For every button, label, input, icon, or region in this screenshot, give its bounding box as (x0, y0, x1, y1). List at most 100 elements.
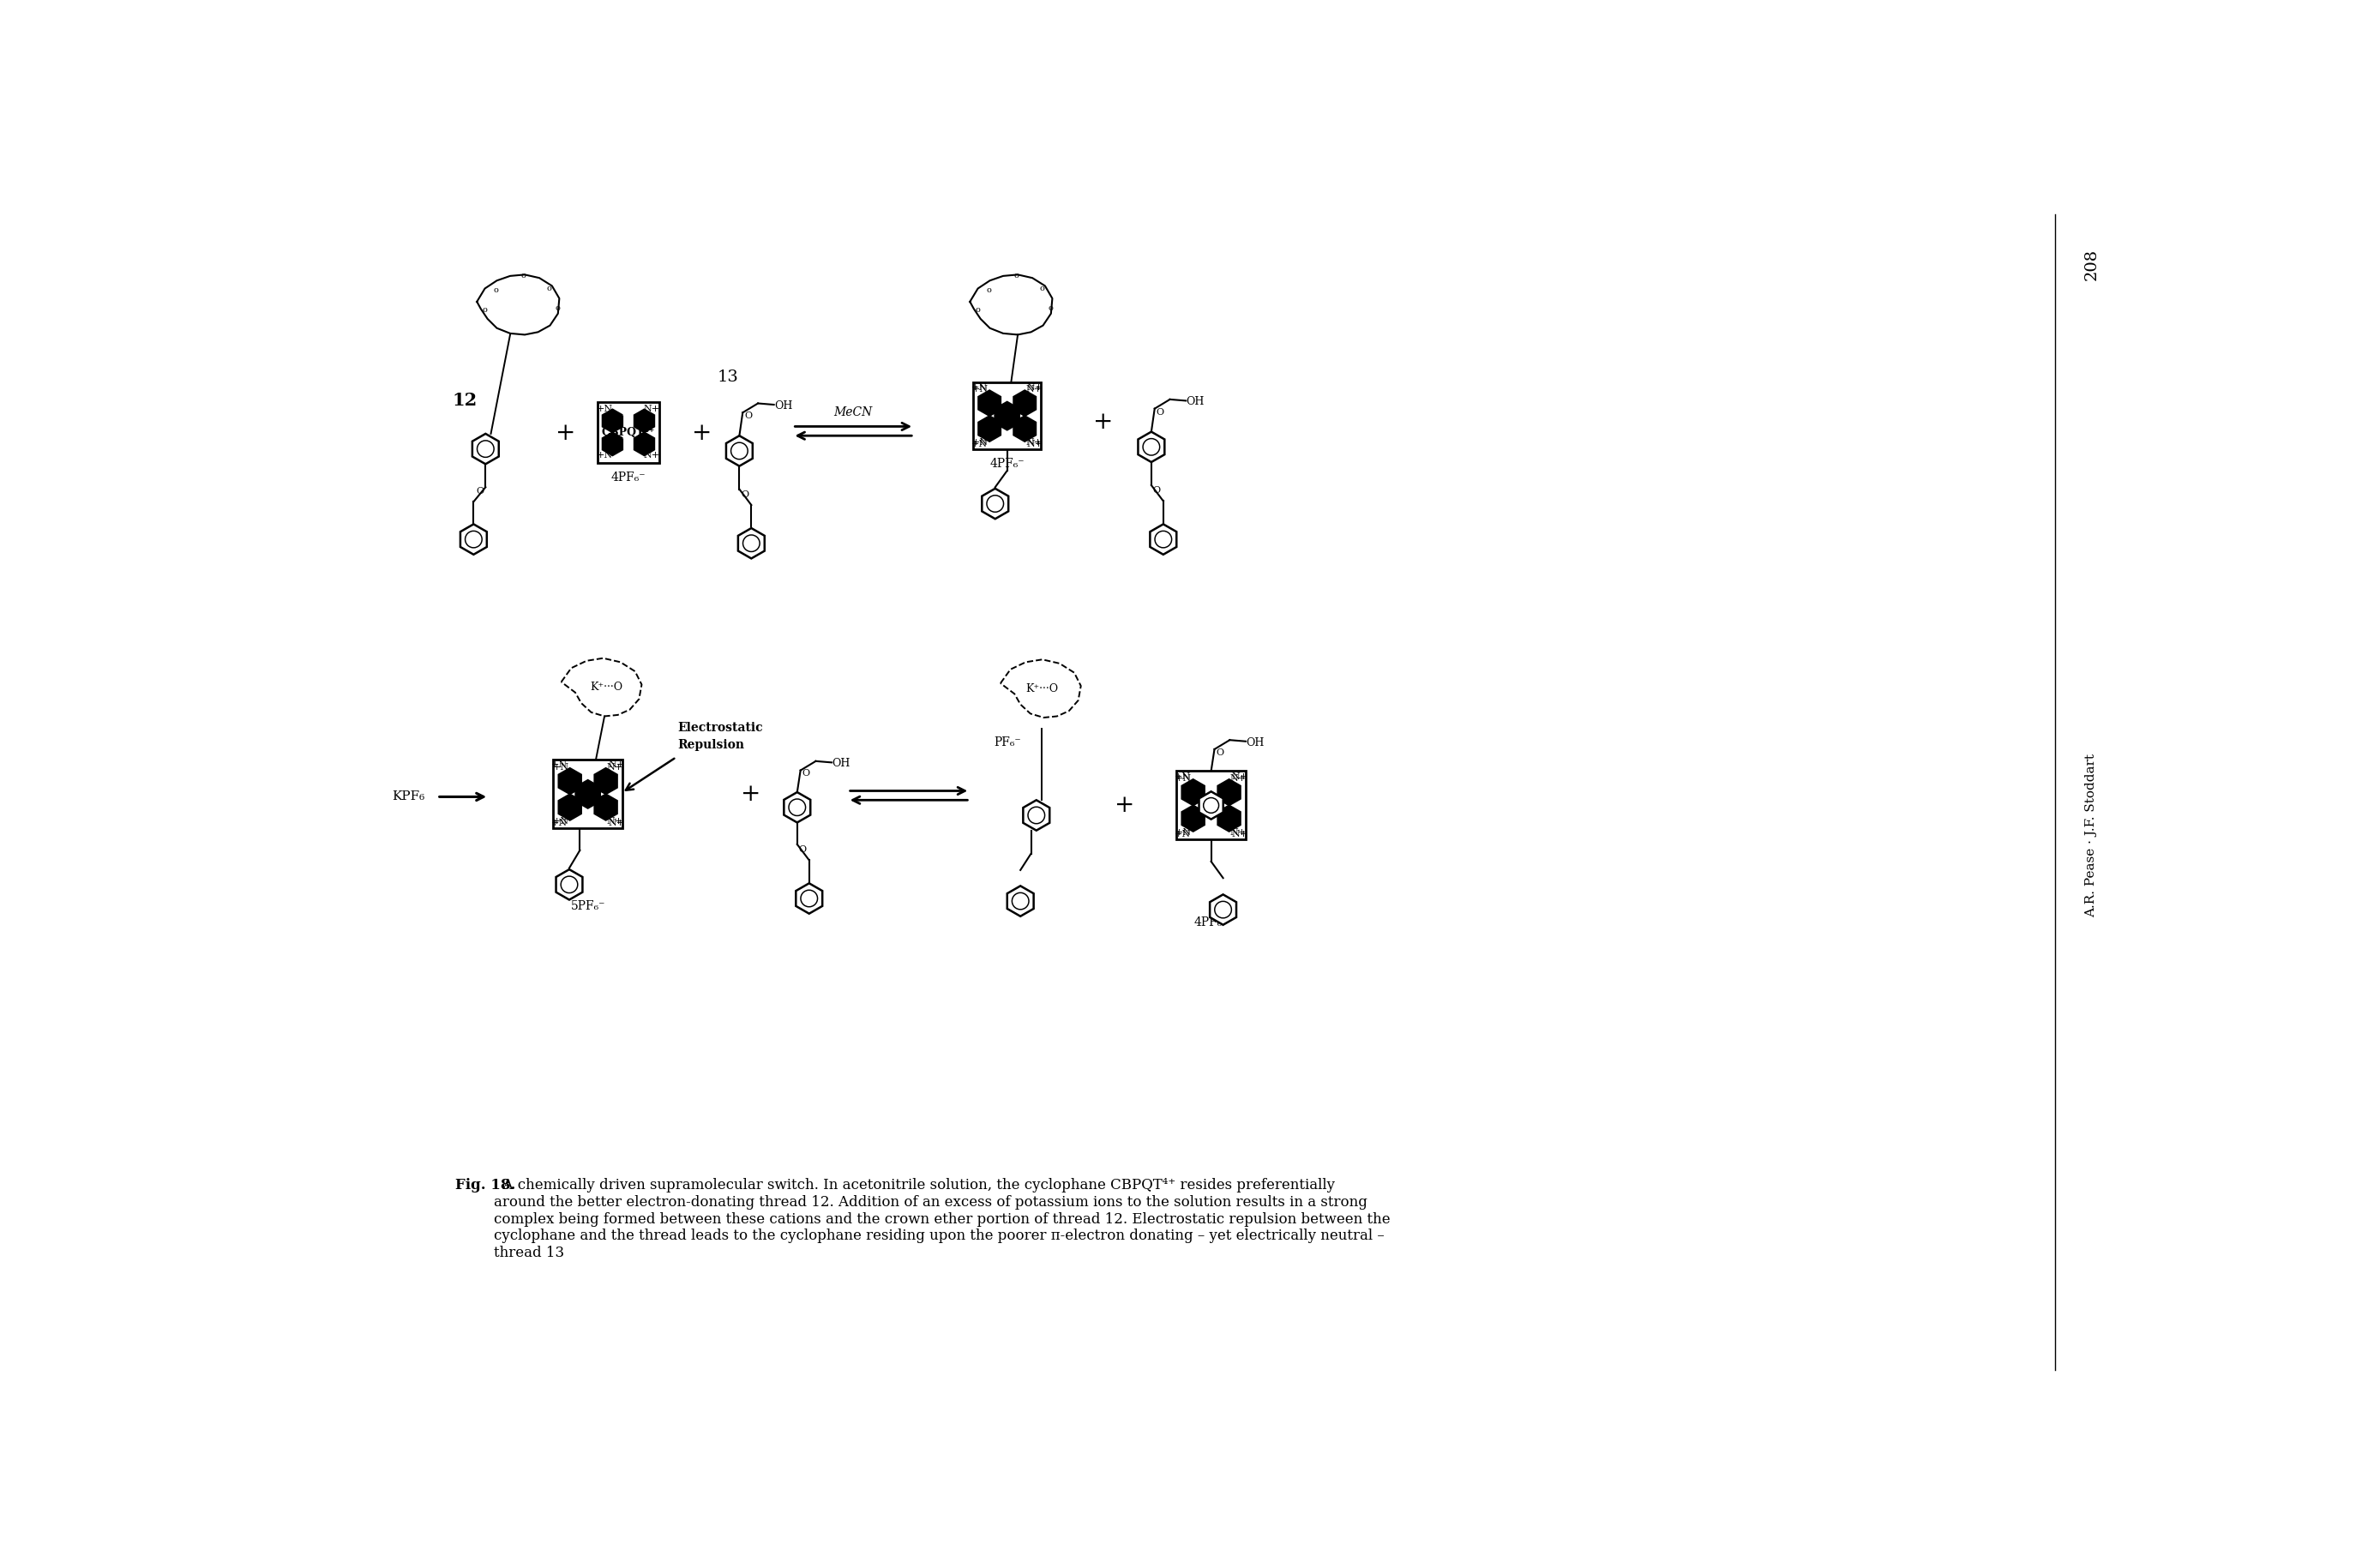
Text: Electrostatic: Electrostatic (678, 723, 764, 734)
Polygon shape (557, 869, 583, 900)
Text: +: + (740, 782, 762, 806)
Text: N+: N+ (1026, 386, 1042, 394)
Polygon shape (459, 524, 488, 555)
Polygon shape (1200, 792, 1223, 818)
Text: +N: +N (597, 452, 614, 459)
Text: 12: 12 (452, 392, 478, 409)
Text: +N: +N (1176, 828, 1192, 837)
Text: o: o (976, 306, 981, 314)
Text: +N: +N (552, 817, 569, 825)
Polygon shape (978, 416, 1000, 442)
Text: O: O (1157, 408, 1164, 416)
Polygon shape (795, 883, 823, 914)
Text: 208: 208 (2085, 248, 2099, 281)
Text: o: o (985, 285, 990, 293)
Text: O: O (745, 412, 752, 420)
Text: CBPQT⁴⁺: CBPQT⁴⁺ (602, 426, 654, 437)
Polygon shape (1014, 416, 1035, 442)
Polygon shape (576, 781, 600, 808)
Text: +N: +N (552, 762, 569, 771)
Text: Fig. 18.: Fig. 18. (455, 1178, 516, 1193)
Text: o: o (1040, 285, 1045, 292)
Text: o: o (483, 306, 488, 314)
Text: A.R. Pease · J.F. Stoddart: A.R. Pease · J.F. Stoddart (2085, 753, 2097, 917)
Polygon shape (1138, 431, 1164, 463)
Text: O: O (1152, 486, 1161, 495)
Text: +: + (1114, 793, 1135, 817)
Polygon shape (1014, 390, 1035, 416)
Polygon shape (1023, 800, 1050, 831)
Polygon shape (1007, 886, 1033, 916)
Polygon shape (595, 793, 616, 820)
Text: OH: OH (833, 759, 850, 770)
Text: +N: +N (552, 760, 566, 770)
Text: o: o (521, 271, 526, 279)
Text: N+: N+ (1026, 383, 1042, 392)
Bar (1176, 771, 1245, 840)
Text: OH: OH (1185, 397, 1204, 408)
Text: N+: N+ (1230, 828, 1247, 837)
Polygon shape (983, 489, 1009, 519)
Text: N+: N+ (1026, 441, 1042, 448)
Polygon shape (783, 792, 812, 823)
Text: o: o (1014, 271, 1019, 279)
Bar (973, 383, 1040, 450)
Text: 4PF₆⁻: 4PF₆⁻ (990, 458, 1023, 469)
Text: N+: N+ (609, 818, 624, 828)
Text: N+: N+ (1026, 437, 1042, 447)
Text: N+: N+ (643, 405, 659, 414)
Text: N+: N+ (1230, 771, 1247, 781)
Text: PF₆⁻: PF₆⁻ (992, 737, 1021, 748)
Polygon shape (1183, 779, 1204, 806)
Polygon shape (726, 436, 752, 466)
Text: N+: N+ (1230, 829, 1247, 839)
Polygon shape (978, 390, 1000, 416)
Polygon shape (633, 433, 655, 455)
Polygon shape (595, 768, 616, 793)
Text: o: o (493, 285, 497, 293)
Text: N+: N+ (607, 762, 624, 771)
Text: 13: 13 (716, 370, 738, 386)
Bar (552, 760, 624, 828)
Text: 4PF₆⁻: 4PF₆⁻ (612, 472, 645, 483)
Text: KPF₆: KPF₆ (393, 790, 426, 803)
Polygon shape (995, 401, 1019, 430)
Text: +N: +N (971, 383, 988, 392)
Text: N+: N+ (609, 760, 624, 770)
Text: O: O (1216, 748, 1223, 757)
Text: +N: +N (552, 818, 566, 828)
Polygon shape (633, 409, 655, 433)
Text: o: o (545, 285, 552, 292)
Text: K⁺···O: K⁺···O (590, 682, 624, 693)
Text: MeCN: MeCN (833, 406, 873, 419)
Text: +: + (1092, 411, 1114, 434)
Text: +N: +N (973, 386, 988, 394)
Text: OH: OH (774, 400, 793, 411)
Polygon shape (559, 793, 581, 820)
Text: +N: +N (597, 405, 614, 414)
Polygon shape (1209, 894, 1235, 925)
Text: 4PF₆⁻: 4PF₆⁻ (1195, 917, 1228, 928)
Text: N+: N+ (1230, 775, 1247, 782)
Text: o: o (1050, 304, 1054, 312)
Text: OH: OH (1245, 737, 1264, 748)
Text: A chemically driven supramolecular switch. In acetonitrile solution, the cycloph: A chemically driven supramolecular switc… (493, 1178, 1390, 1261)
Text: K⁺···O: K⁺···O (1026, 684, 1059, 695)
Text: O: O (802, 770, 809, 778)
Text: +N: +N (971, 441, 988, 448)
Polygon shape (1183, 806, 1204, 831)
Polygon shape (1150, 524, 1176, 555)
Text: 5PF₆⁻: 5PF₆⁻ (571, 900, 605, 913)
Text: +N: +N (1173, 829, 1190, 839)
Text: o: o (555, 304, 559, 312)
Text: +: + (555, 422, 576, 445)
Text: +N: +N (973, 437, 988, 447)
Text: +N: +N (1176, 775, 1192, 782)
Polygon shape (738, 528, 764, 558)
Bar (597, 401, 659, 463)
Text: N+: N+ (643, 452, 659, 459)
Polygon shape (1219, 806, 1240, 831)
Polygon shape (471, 434, 500, 464)
Text: Repulsion: Repulsion (678, 739, 745, 751)
Polygon shape (602, 433, 624, 455)
